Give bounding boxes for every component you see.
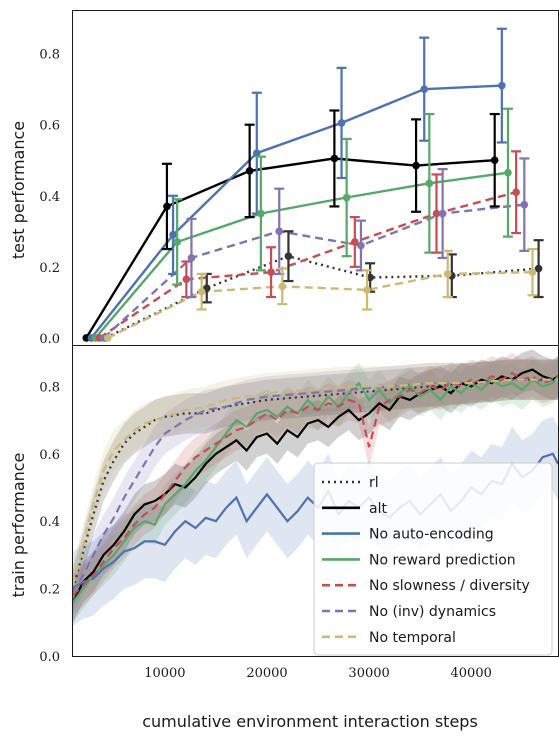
test-point-alt [245, 167, 254, 175]
train-series-line-no-inv-dynamics [72, 378, 558, 593]
test-point-no-reward-prediction [504, 168, 512, 177]
test-point-no-slowness-diversity [432, 209, 441, 218]
test-point-rl [534, 264, 543, 273]
test-point-no-auto-encoding [498, 81, 506, 90]
test-point-no-inv-dynamics [520, 200, 529, 209]
bottom-y-axis-label: train performance [9, 453, 28, 598]
test-point-no-reward-prediction [342, 193, 351, 202]
test-point-alt [490, 156, 499, 165]
train-band-no-inv-dynamics [73, 359, 558, 613]
bottom-y-tick-label: 0.0 [39, 650, 60, 665]
legend-label-no-auto-encoding: No auto-encoding [369, 527, 494, 543]
bottom-y-tick-label: 0.2 [39, 583, 60, 598]
legend-label-no-inv-dynamics: No (inv) dynamics [369, 604, 496, 620]
test-point-no-inv-dynamics [438, 209, 447, 218]
test-point-no-temporal [528, 268, 537, 276]
test-point-no-auto-encoding [420, 85, 429, 93]
test-point-no-slowness-diversity [267, 268, 275, 276]
x-axis-label: cumulative environment interaction steps [142, 712, 478, 731]
test-point-no-auto-encoding [169, 231, 177, 239]
test-point-no-temporal [103, 334, 112, 342]
test-point-no-auto-encoding [252, 149, 261, 157]
train-series-line-rl [71, 378, 558, 589]
test-series-line-no-temporal [107, 271, 533, 339]
x-tick-label: 10000 [144, 666, 185, 681]
bottom-y-tick-label: 0.4 [39, 515, 60, 530]
test-point-no-reward-prediction [425, 179, 434, 188]
test-point-no-temporal [278, 282, 287, 291]
test-series-line-alt [85, 157, 495, 339]
test-series-line-rl [105, 254, 539, 339]
train-series-line-no-temporal [71, 378, 558, 586]
legend-label-no-reward-prediction: No reward prediction [369, 552, 516, 568]
top-y-tick-label: 0.6 [39, 119, 60, 134]
legend-label-no-slowness-diversity: No slowness / diversity [369, 578, 530, 594]
train-band-rl [73, 359, 558, 609]
legend-label-alt: alt [369, 501, 387, 517]
x-tick-label: 20000 [246, 666, 287, 681]
test-point-alt [163, 202, 171, 211]
test-point-no-inv-dynamics [357, 241, 365, 250]
legend-label-no-temporal: No temporal [369, 630, 456, 646]
test-performance-panel: 0.0 0.2 0.4 0.6 0.8 test performance [9, 27, 544, 347]
top-y-tick-label: 0.4 [39, 190, 60, 205]
top-y-axis-label: test performance [9, 121, 28, 259]
test-point-no-reward-prediction [173, 238, 181, 246]
test-series-line-no-slowness-diversity [98, 191, 517, 339]
test-point-no-slowness-diversity [182, 275, 191, 284]
top-axes-frame [72, 10, 559, 346]
train-band-no-temporal [73, 359, 558, 606]
test-point-no-auto-encoding [337, 119, 346, 127]
test-point-no-inv-dynamics [187, 254, 196, 262]
test-point-no-reward-prediction [257, 209, 265, 218]
legend: rl alt No auto-encoding No reward predictio… [313, 462, 553, 656]
top-y-tick-label: 0.0 [39, 332, 60, 347]
test-point-alt [330, 154, 339, 163]
train-series-line-alt [72, 368, 559, 603]
top-y-tick-label: 0.8 [39, 48, 60, 63]
legend-label-rl: rl [369, 475, 379, 491]
test-series-line-no-auto-encoding [90, 84, 502, 339]
test-point-rl [284, 252, 293, 260]
test-point-no-temporal [443, 270, 452, 278]
test-point-no-slowness-diversity [512, 188, 520, 197]
test-point-alt [412, 161, 420, 170]
legend-box [313, 462, 553, 656]
test-point-no-temporal [197, 287, 206, 296]
test-point-no-inv-dynamics [275, 227, 284, 236]
top-y-tick-label: 0.2 [39, 261, 60, 276]
train-performance-panel: 0.0 0.2 0.4 0.6 0.8 10000 20000 30000 40000 tra… [9, 349, 559, 731]
test-point-no-temporal [363, 286, 371, 294]
x-tick-label: 30000 [348, 666, 389, 681]
bottom-y-tick-label: 0.6 [39, 448, 60, 463]
bottom-y-tick-label: 0.8 [39, 380, 60, 395]
test-point-rl [366, 273, 374, 282]
test-point-no-slowness-diversity [351, 238, 359, 246]
x-tick-label: 40000 [451, 666, 492, 681]
